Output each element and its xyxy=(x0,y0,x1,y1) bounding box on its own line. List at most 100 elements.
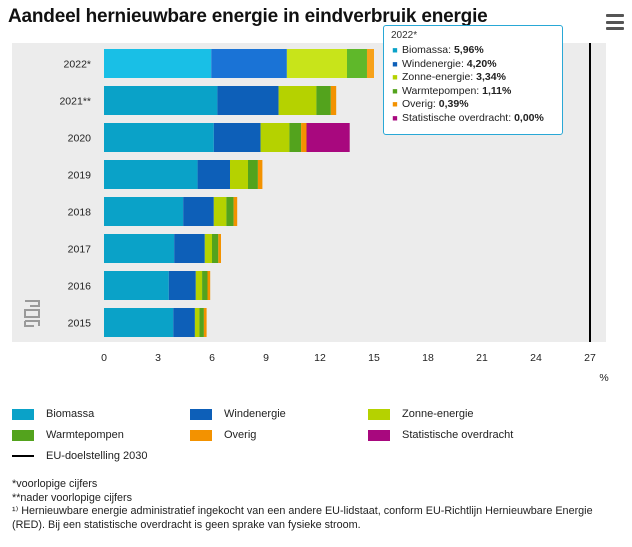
tooltip-value: 4,20% xyxy=(466,57,497,70)
stacked-bar-chart: 2022* 2021** 2020 2019 2018 2017 2016 2015 0 3 6 9… xyxy=(12,43,609,384)
legend-swatch xyxy=(190,429,212,441)
x-tick-label: 9 xyxy=(263,352,269,364)
bar-segment-zonne-energie[interactable] xyxy=(194,308,200,337)
legend-item-biomassa[interactable]: Biomassa xyxy=(12,408,94,420)
x-tick-label: 12 xyxy=(314,352,326,364)
x-tick-label: 21 xyxy=(476,352,488,364)
bar-segment-biomassa[interactable] xyxy=(104,234,175,263)
hamburger-menu-icon[interactable] xyxy=(606,14,624,30)
bar-segment-overig[interactable] xyxy=(366,49,374,78)
x-tick-label: 15 xyxy=(368,352,380,364)
x-tick-label: 0 xyxy=(101,352,107,364)
bar-segment-statistische-overdracht[interactable] xyxy=(306,123,350,152)
tooltip-label: Overig: xyxy=(402,98,439,110)
legend: Biomassa Windenergie Zonne-energie Warmt… xyxy=(12,408,624,472)
category-label: 2019 xyxy=(68,170,92,182)
legend-item-windenergie[interactable]: Windenergie xyxy=(190,408,286,420)
tooltip-label: Warmtepompen: xyxy=(402,84,483,97)
tooltip-row: ■ Zonne-energie: 3,34% xyxy=(391,71,555,85)
bar-segment-biomassa[interactable] xyxy=(104,197,184,226)
bar-segment-zonne-energie[interactable] xyxy=(204,234,212,263)
tooltip-swatch: ■ xyxy=(392,45,398,55)
x-tick-label: 24 xyxy=(530,352,542,364)
bar-segment-zonne-energie[interactable] xyxy=(278,86,317,115)
legend-swatch xyxy=(12,408,34,420)
bar-segment-overig[interactable] xyxy=(233,197,238,226)
legend-swatch xyxy=(12,429,34,441)
legend-label: EU-doelstelling 2030 xyxy=(46,450,148,462)
legend-item-zonne-energie[interactable]: Zonne-energie xyxy=(368,408,474,420)
legend-swatch xyxy=(368,429,390,441)
cbs-logo xyxy=(24,300,40,327)
x-axis-label: % xyxy=(599,372,608,384)
bar-segment-warmtepompen[interactable] xyxy=(248,160,258,189)
footnote-statistical-transfer: ¹⁾ Hernieuwbare energie administratief i… xyxy=(12,505,593,531)
legend-label: Statistische overdracht xyxy=(402,429,514,441)
x-tick-label: 27 xyxy=(584,352,596,364)
legend-label: Windenergie xyxy=(224,408,286,420)
tooltip-row: ■ Windenergie: 4,20% xyxy=(391,58,555,72)
tooltip-value: 1,11% xyxy=(482,84,512,97)
bar-segment-warmtepompen[interactable] xyxy=(212,234,219,263)
category-label: 2016 xyxy=(68,281,92,293)
bar-segment-windenergie[interactable] xyxy=(213,123,261,152)
tooltip-header: 2022* xyxy=(391,30,418,41)
bar-segment-windenergie[interactable] xyxy=(217,86,279,115)
bar-segment-warmtepompen[interactable] xyxy=(226,197,234,226)
bar-segment-windenergie[interactable] xyxy=(173,308,195,337)
tooltip-swatch: ■ xyxy=(392,72,398,82)
bar-segment-overig[interactable] xyxy=(257,160,263,189)
bar-segment-overig[interactable] xyxy=(301,123,307,152)
legend-label: Zonne-energie xyxy=(402,408,474,420)
bar-segment-windenergie[interactable] xyxy=(183,197,214,226)
legend-item-overig[interactable]: Overig xyxy=(190,429,256,441)
category-label: 2018 xyxy=(68,207,92,219)
legend-label: Biomassa xyxy=(46,408,95,420)
tooltip-row: ■ Overig: 0,39% xyxy=(391,98,555,112)
x-tick-label: 3 xyxy=(155,352,161,364)
tooltip-label: Zonne-energie: xyxy=(402,71,477,83)
bar-segment-warmtepompen[interactable] xyxy=(202,271,208,300)
bar-segment-warmtepompen[interactable] xyxy=(199,308,204,337)
tooltip-row: ■ Warmtepompen: 1,11% xyxy=(391,85,555,99)
tooltip-swatch: ■ xyxy=(392,99,398,109)
legend-item-statistische-overdracht[interactable]: Statistische overdracht xyxy=(368,429,513,441)
bar-segment-zonne-energie[interactable] xyxy=(260,123,290,152)
tooltip-label: Statistische overdracht: xyxy=(402,111,515,124)
footnote-revised-provisional: **nader voorlopige cijfers xyxy=(12,491,133,504)
tooltip-label: Windenergie: xyxy=(402,57,467,70)
x-tick-label: 18 xyxy=(422,352,434,364)
bar-segment-warmtepompen[interactable] xyxy=(289,123,302,152)
bar-segment-zonne-energie[interactable] xyxy=(286,49,347,78)
bar-segment-biomassa[interactable] xyxy=(104,308,174,337)
bar-segment-zonne-energie[interactable] xyxy=(213,197,227,226)
legend-label: Overig xyxy=(224,429,257,441)
bar-segment-overig[interactable] xyxy=(330,86,337,115)
bar-segment-biomassa[interactable] xyxy=(104,86,218,115)
tooltip-label: Biomassa: xyxy=(402,44,454,56)
bar-segment-warmtepompen[interactable] xyxy=(347,49,367,78)
legend-item-warmtepompen[interactable]: Warmtepompen xyxy=(12,429,124,441)
bar-segment-biomassa[interactable] xyxy=(104,49,212,78)
bar-segment-windenergie[interactable] xyxy=(211,49,287,78)
bar-segment-windenergie[interactable] xyxy=(168,271,196,300)
legend-swatch xyxy=(190,408,212,420)
legend-label: Warmtepompen xyxy=(46,429,124,441)
category-label: 2021** xyxy=(59,96,91,108)
bar-segment-zonne-energie[interactable] xyxy=(230,160,248,189)
bar-segment-windenergie[interactable] xyxy=(197,160,230,189)
bar-segment-biomassa[interactable] xyxy=(104,271,169,300)
tooltip-swatch: ■ xyxy=(392,85,398,96)
bar-segment-biomassa[interactable] xyxy=(104,123,214,152)
bar-segment-overig[interactable] xyxy=(203,308,207,337)
bar-segment-overig[interactable] xyxy=(207,271,211,300)
x-tick-label: 6 xyxy=(209,352,215,364)
tooltip-value: 3,34% xyxy=(476,71,506,83)
bar-segment-windenergie[interactable] xyxy=(174,234,205,263)
bar-segment-zonne-energie[interactable] xyxy=(195,271,203,300)
legend-item-eu-doelstelling[interactable]: EU-doelstelling 2030 xyxy=(12,450,148,462)
bar-segment-overig[interactable] xyxy=(218,234,221,263)
category-label: 2020 xyxy=(68,133,92,145)
bar-segment-warmtepompen[interactable] xyxy=(316,86,331,115)
bar-segment-biomassa[interactable] xyxy=(104,160,198,189)
